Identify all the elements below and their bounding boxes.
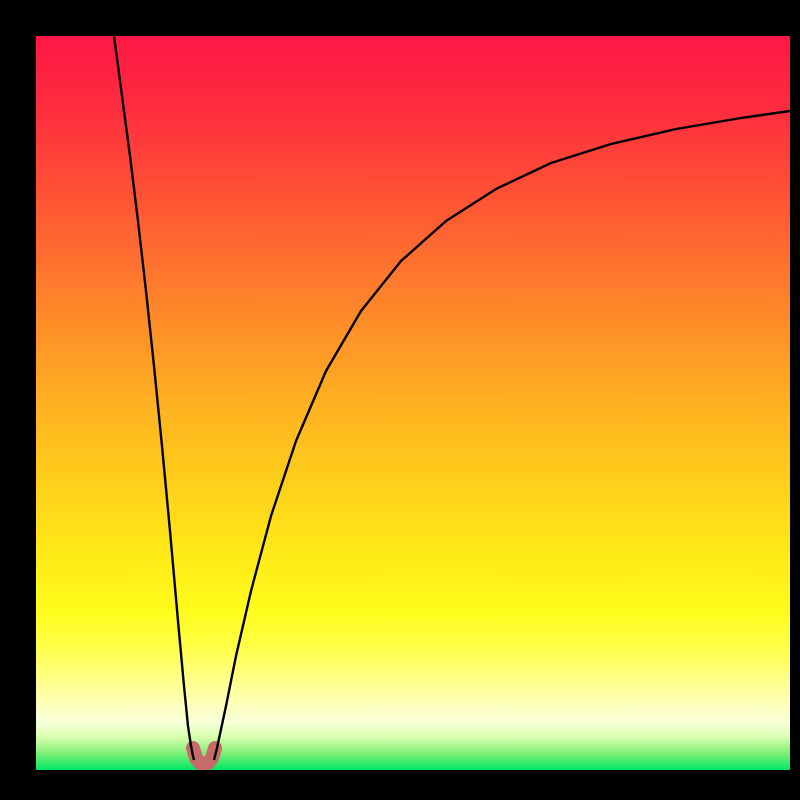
left-curve <box>114 36 194 760</box>
curve-layer <box>36 36 790 770</box>
dip-marker <box>193 748 215 764</box>
plot-area <box>36 36 790 770</box>
right-curve <box>214 111 790 760</box>
chart-frame: TheBottleneck.com <box>0 0 800 800</box>
